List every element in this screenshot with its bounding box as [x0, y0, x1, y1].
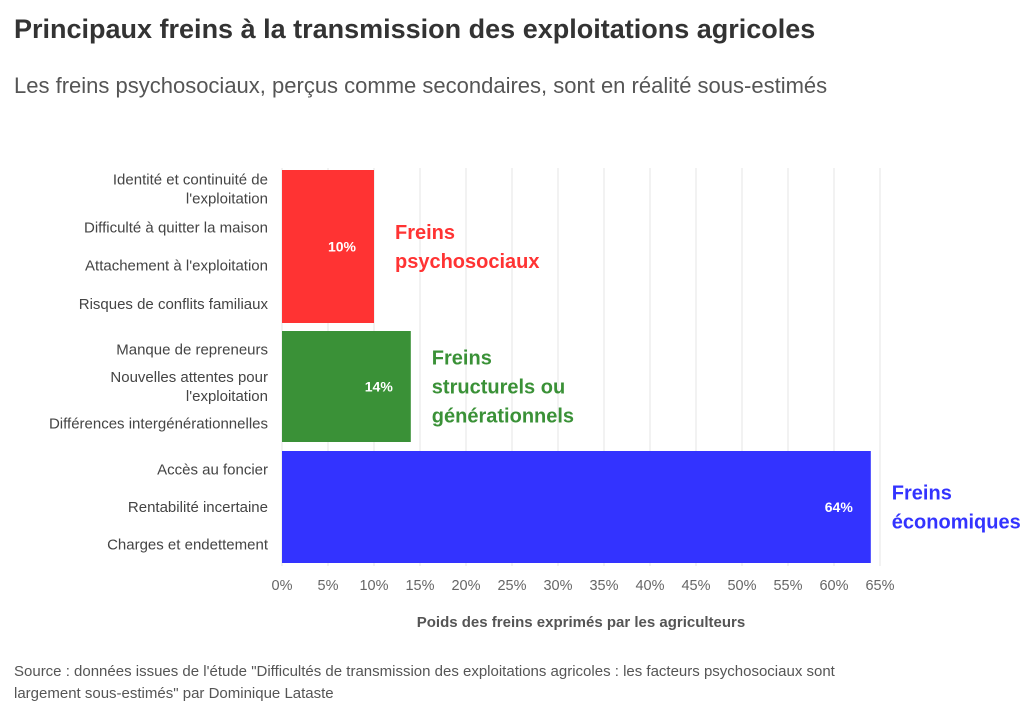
category-label: Nouvelles attentes pour [110, 369, 268, 386]
category-label: Difficulté à quitter la maison [84, 219, 268, 236]
group-label: structurels ou [432, 377, 565, 399]
bar [282, 451, 871, 563]
category-label: Différences intergénérationnelles [49, 416, 268, 433]
x-tick-label: 5% [318, 578, 339, 594]
source-note: Source : données issues de l'étude "Diff… [14, 663, 835, 702]
chart-title: Principaux freins à la transmission des … [14, 14, 816, 44]
category-label: Identité et continuité de [113, 172, 268, 189]
group-label: générationnels [432, 406, 574, 428]
group-label: Freins [395, 222, 455, 244]
data-label: 10% [328, 239, 357, 255]
x-tick-label: 45% [681, 578, 710, 594]
bar [282, 170, 374, 323]
category-label: Risques de conflits familiaux [79, 296, 269, 313]
x-tick-label: 10% [359, 578, 388, 594]
bar-chart: 0% 5% 10% 15% 20% 25% 30% 35% 40% 45% 50% 55% 60% 65%… [49, 168, 1021, 631]
x-tick-label: 25% [497, 578, 526, 594]
x-tick-label: 55% [773, 578, 802, 594]
category-label: Charges et endettement [107, 536, 269, 553]
x-tick-label: 50% [727, 578, 756, 594]
category-label: Accès au foncier [157, 462, 268, 479]
category-label: Attachement à l'exploitation [85, 258, 268, 275]
group-label: Freins [892, 483, 952, 505]
group-label: économiques [892, 512, 1021, 534]
chart-subtitle: Les freins psychosociaux, perçus comme s… [14, 73, 828, 98]
category-label: l'exploitation [186, 191, 268, 208]
x-tick-label: 65% [865, 578, 894, 594]
x-tick-label: 35% [589, 578, 618, 594]
x-tick-label: 15% [405, 578, 434, 594]
x-tick-label: 0% [272, 578, 293, 594]
data-label: 14% [365, 379, 394, 395]
x-axis-title: Poids des freins exprimés par les agricu… [417, 614, 745, 631]
x-tick-label: 20% [451, 578, 480, 594]
bar [282, 331, 411, 442]
x-tick-label: 30% [543, 578, 572, 594]
group-label: psychosociaux [395, 251, 540, 273]
x-tick-label: 60% [819, 578, 848, 594]
group-label: Freins [432, 348, 492, 370]
category-label: l'exploitation [186, 388, 268, 405]
data-label: 64% [825, 499, 854, 515]
category-label: Rentabilité incertaine [128, 499, 268, 516]
category-label: Manque de repreneurs [116, 342, 268, 359]
x-tick-label: 40% [635, 578, 664, 594]
